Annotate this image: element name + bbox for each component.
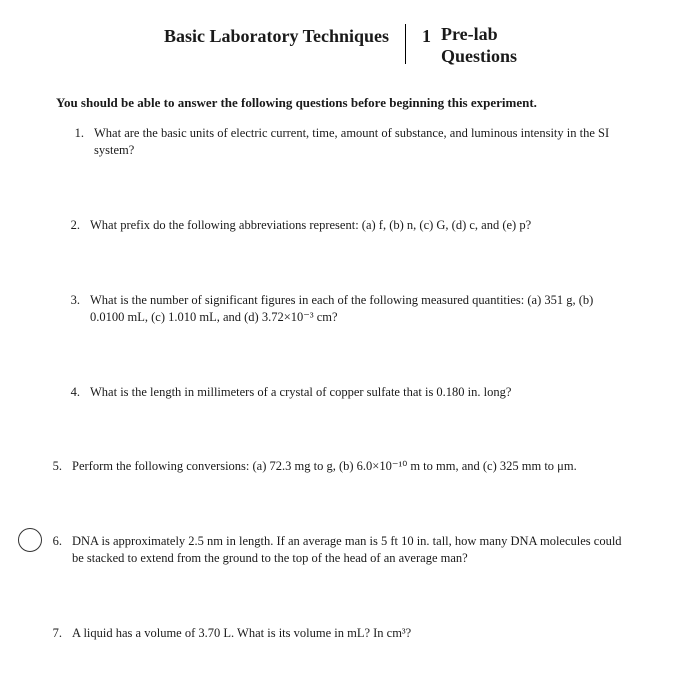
question-text: What is the number of significant figure… xyxy=(90,292,625,326)
question-item: 6. DNA is approximately 2.5 nm in length… xyxy=(38,533,625,567)
question-item: 3. What is the number of significant fig… xyxy=(56,292,625,326)
question-item: 2. What prefix do the following abbrevia… xyxy=(56,217,625,234)
question-text: What is the length in millimeters of a c… xyxy=(90,384,625,401)
intro-text: You should be able to answer the followi… xyxy=(56,95,625,111)
question-item: 5. Perform the following conversions: (a… xyxy=(38,458,625,475)
question-text: What prefix do the following abbreviatio… xyxy=(90,217,625,234)
question-number: 7. xyxy=(38,625,72,642)
title-right: Pre-lab Questions xyxy=(441,24,517,67)
question-number: 4. xyxy=(56,384,90,401)
question-list: 1. What are the basic units of electric … xyxy=(56,125,625,642)
title-number: 1 xyxy=(422,24,431,47)
question-number: 6. xyxy=(38,533,72,550)
worksheet-page: Basic Laboratory Techniques 1 Pre-lab Qu… xyxy=(0,0,673,662)
question-number: 3. xyxy=(56,292,90,309)
title-divider xyxy=(405,24,406,64)
title-right-line2: Questions xyxy=(441,46,517,68)
question-text: What are the basic units of electric cur… xyxy=(94,125,625,159)
question-item: 7. A liquid has a volume of 3.70 L. What… xyxy=(38,625,625,642)
title-right-line1: Pre-lab xyxy=(441,24,517,46)
question-number: 5. xyxy=(38,458,72,475)
question-number: 1. xyxy=(60,125,94,142)
question-item: 1. What are the basic units of electric … xyxy=(60,125,625,159)
question-number: 2. xyxy=(56,217,90,234)
question-item: 4. What is the length in millimeters of … xyxy=(56,384,625,401)
question-text: A liquid has a volume of 3.70 L. What is… xyxy=(72,625,625,642)
page-header: Basic Laboratory Techniques 1 Pre-lab Qu… xyxy=(56,24,625,67)
question-text: Perform the following conversions: (a) 7… xyxy=(72,458,625,475)
question-text: DNA is approximately 2.5 nm in length. I… xyxy=(72,533,625,567)
title-left: Basic Laboratory Techniques xyxy=(164,24,389,47)
